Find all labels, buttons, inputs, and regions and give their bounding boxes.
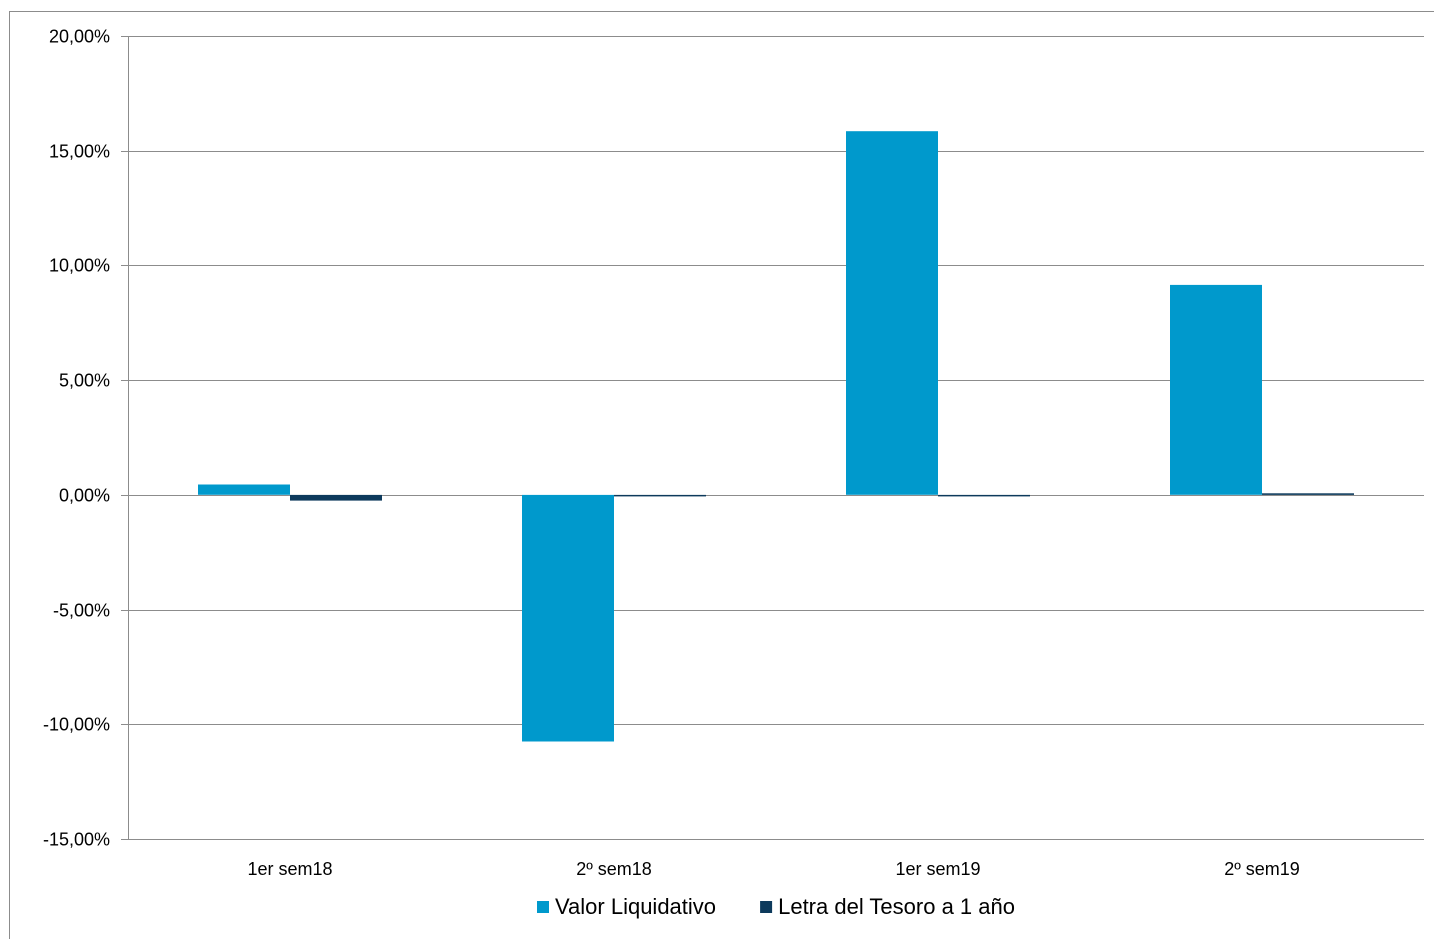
y-tick-label: -5,00% <box>53 601 110 621</box>
bar-letra-tesoro <box>614 494 706 497</box>
x-tick-labels: 1er sem18 2º sem18 1er sem19 2º sem19 <box>247 859 1299 879</box>
y-tick-label: 10,00% <box>49 256 110 276</box>
bar-valor-liquidativo <box>846 131 938 495</box>
chart-frame <box>9 11 1434 939</box>
y-tick-label: -15,00% <box>43 830 110 850</box>
y-tick-label: 20,00% <box>49 27 110 47</box>
y-tick-label: 5,00% <box>59 371 110 391</box>
x-tick-label: 1er sem19 <box>895 859 980 879</box>
bar-letra-tesoro <box>290 494 382 501</box>
legend-label: Letra del Tesoro a 1 año <box>778 894 1015 919</box>
axes <box>121 36 129 840</box>
bar-letra-tesoro <box>938 494 1030 497</box>
legend: Valor Liquidativo Letra del Tesoro a 1 añ… <box>537 894 1015 919</box>
legend-label: Valor Liquidativo <box>555 894 716 919</box>
bar-valor-liquidativo <box>198 484 290 495</box>
bar-valor-liquidativo <box>1170 284 1262 495</box>
y-tick-labels: 20,00% 15,00% 10,00% 5,00% 0,00% -5,00% -10,00… <box>43 27 110 850</box>
legend-swatch <box>760 901 773 913</box>
legend-swatch <box>537 901 549 913</box>
bar-valor-liquidativo <box>522 494 614 742</box>
x-tick-label: 1er sem18 <box>247 859 332 879</box>
x-tick-label: 2º sem18 <box>576 859 652 879</box>
y-tick-label: 15,00% <box>49 142 110 162</box>
x-tick-label: 2º sem19 <box>1224 859 1300 879</box>
y-tick-label: -10,00% <box>43 715 110 735</box>
bars <box>198 131 1354 742</box>
bar-letra-tesoro <box>1262 493 1354 495</box>
y-tick-label: 0,00% <box>59 486 110 506</box>
